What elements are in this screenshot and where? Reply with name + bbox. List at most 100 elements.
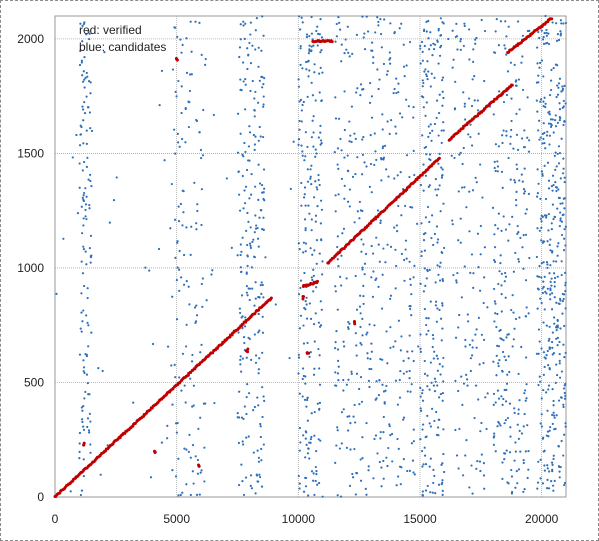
- candidate-point: [537, 352, 540, 355]
- candidate-point: [381, 358, 384, 361]
- candidate-point: [85, 142, 88, 145]
- candidate-point: [82, 474, 85, 478]
- candidate-point: [185, 448, 188, 451]
- candidate-point: [459, 40, 462, 43]
- gridlines: [54, 15, 567, 498]
- candidate-point: [309, 177, 312, 180]
- candidate-point: [312, 274, 315, 277]
- candidate-point: [319, 300, 322, 303]
- candidate-point: [253, 231, 256, 234]
- candidate-point: [191, 470, 194, 473]
- candidate-point: [388, 132, 391, 135]
- candidate-point: [188, 101, 191, 104]
- candidate-point: [424, 68, 427, 71]
- candidate-point: [298, 119, 301, 123]
- candidate-point: [311, 278, 314, 282]
- candidate-point: [358, 305, 362, 308]
- candidate-point: [200, 156, 203, 160]
- candidate-point: [421, 399, 425, 402]
- candidate-point: [188, 89, 192, 93]
- candidate-point: [419, 347, 422, 350]
- candidate-point: [373, 132, 376, 135]
- candidate-point: [551, 118, 554, 121]
- candidate-point: [479, 289, 482, 292]
- candidate-point: [539, 458, 542, 461]
- candidate-point: [438, 396, 441, 399]
- candidate-point: [495, 374, 498, 377]
- candidate-point: [471, 346, 474, 349]
- candidate-point: [480, 421, 483, 425]
- candidate-point: [240, 416, 244, 419]
- candidate-point: [375, 236, 378, 239]
- candidate-point: [80, 125, 83, 129]
- candidate-point: [181, 137, 184, 141]
- candidate-point: [348, 484, 352, 487]
- candidate-point: [360, 343, 363, 346]
- candidate-point: [477, 398, 480, 401]
- candidate-point: [468, 28, 471, 31]
- candidate-point: [345, 383, 348, 386]
- candidate-point: [246, 211, 249, 215]
- candidate-point: [423, 70, 426, 73]
- candidate-point: [427, 185, 430, 188]
- candidate-point: [361, 209, 364, 213]
- candidate-point: [557, 445, 561, 448]
- candidate-point: [434, 188, 437, 191]
- candidate-point: [193, 181, 196, 184]
- candidate-point: [557, 145, 561, 148]
- candidate-point: [433, 390, 437, 393]
- candidate-point: [395, 224, 398, 227]
- candidate-point: [399, 171, 402, 174]
- candidate-point: [318, 401, 322, 404]
- candidate-point: [441, 462, 444, 465]
- candidate-point: [432, 468, 435, 471]
- candidate-point: [412, 106, 415, 109]
- candidate-point: [451, 66, 454, 69]
- candidate-point: [297, 78, 300, 81]
- candidate-point: [396, 230, 399, 233]
- candidate-point: [306, 452, 310, 455]
- candidate-point: [545, 134, 549, 137]
- candidate-point: [394, 379, 398, 382]
- candidate-point: [354, 137, 357, 140]
- candidate-point: [420, 449, 424, 453]
- candidate-point: [246, 67, 249, 71]
- candidate-point: [82, 80, 85, 83]
- candidate-point: [550, 228, 553, 231]
- candidate-point: [307, 494, 310, 497]
- candidate-point: [553, 322, 556, 325]
- candidate-point: [416, 222, 419, 225]
- candidate-point: [334, 285, 337, 288]
- x-tick-label: 10000: [282, 512, 316, 526]
- candidate-point: [307, 52, 311, 55]
- candidate-point: [81, 320, 84, 323]
- candidate-point: [548, 347, 551, 351]
- candidate-point: [170, 364, 173, 367]
- candidate-point: [411, 459, 415, 462]
- candidate-point: [525, 208, 528, 211]
- candidate-point: [564, 225, 567, 228]
- candidate-point: [525, 306, 528, 309]
- candidate-point: [317, 321, 321, 324]
- candidate-point: [84, 390, 87, 394]
- candidate-point: [180, 51, 183, 54]
- candidate-point: [313, 249, 316, 252]
- candidate-point: [505, 35, 508, 38]
- candidate-point: [361, 436, 364, 439]
- candidate-point: [458, 427, 461, 431]
- candidate-point: [174, 475, 178, 478]
- candidate-point: [562, 99, 565, 103]
- candidate-point: [336, 429, 339, 432]
- candidate-point: [509, 135, 512, 138]
- candidate-point: [79, 49, 82, 53]
- candidate-point: [180, 85, 183, 88]
- candidate-point: [545, 261, 549, 264]
- candidate-point: [241, 315, 244, 318]
- candidate-point: [437, 273, 440, 276]
- candidate-point: [564, 281, 567, 284]
- candidate-point: [421, 85, 424, 88]
- candidate-point: [75, 133, 78, 137]
- candidate-point: [262, 34, 265, 37]
- candidate-point: [86, 296, 89, 300]
- candidate-point: [382, 62, 386, 66]
